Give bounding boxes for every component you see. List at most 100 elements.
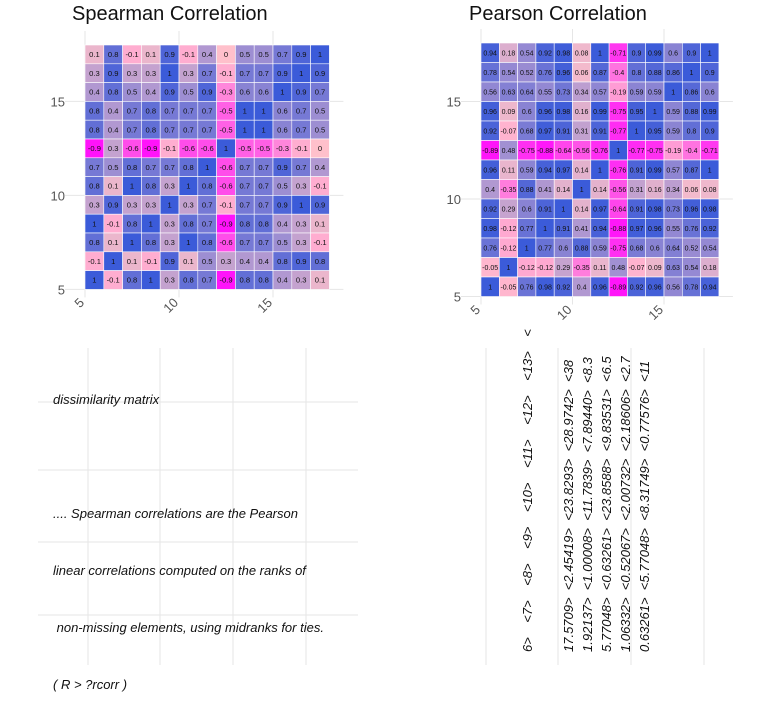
cell-label: 1 [543, 226, 547, 233]
cell-label: 0.88 [520, 187, 534, 194]
cell-label: 1 [580, 187, 584, 194]
cell-label: 0.56 [666, 284, 680, 291]
cell-label: 0.18 [703, 265, 717, 272]
cell-label: -0.1 [219, 201, 232, 210]
heatmap-cell [310, 270, 330, 290]
cell-label: 0.8 [146, 125, 157, 134]
cell-label: 0.8 [127, 163, 138, 172]
cell-label: -0.64 [555, 148, 571, 155]
cell-label: 1 [299, 69, 303, 78]
cell-label: 0.64 [666, 245, 680, 252]
cell-label: -0.75 [647, 148, 663, 155]
cell-label: 0.3 [164, 219, 175, 228]
cell-label: 0.3 [296, 219, 307, 228]
cell-label: 0.34 [575, 89, 589, 96]
cell-label: 0.41 [538, 187, 552, 194]
cell-label: 0.5 [315, 107, 326, 116]
y-tick-label: 15 [51, 94, 65, 109]
cell-label: 0.9 [315, 69, 326, 78]
cell-label: 0.9 [705, 70, 715, 77]
cell-label: 0.88 [575, 245, 589, 252]
cell-label: 0.8 [146, 182, 157, 191]
cell-label: 0.63 [502, 89, 516, 96]
cell-label: 0.92 [538, 50, 552, 57]
cell-label: 1 [186, 182, 190, 191]
x-tick-label: 10 [160, 295, 181, 316]
cell-label: 0.14 [593, 187, 607, 194]
cell-label: 0.6 [558, 245, 568, 252]
cell-label: 0.97 [538, 128, 552, 135]
cell-label: -0.1 [295, 144, 308, 153]
cell-label: 0.3 [164, 182, 175, 191]
cell-label: -0.6 [219, 163, 232, 172]
cell-label: 0.92 [703, 226, 717, 233]
cell-label: 0.8 [632, 70, 642, 77]
cell-label: 1 [689, 70, 693, 77]
cell-label: 0.7 [258, 201, 269, 210]
cell-label: 0.1 [108, 238, 119, 247]
vertical-text-line: 6> <7> <8> <9> <10> <11> <12> <13> < [520, 329, 535, 652]
cell-label: -0.76 [610, 167, 626, 174]
cell-label: 0.6 [277, 125, 288, 134]
y-tick-label: 10 [51, 188, 65, 203]
cell-label: -0.1 [313, 238, 326, 247]
cell-label: 0.73 [557, 89, 571, 96]
heatmap-cells: 0.1 0.8 -0.1 0.1 0.9 -0.1 0.4 0 0.5 0.5 0.7 0.9 1 0.3… [84, 44, 330, 290]
cell-label: 0.8 [277, 257, 288, 266]
cell-label: 0.87 [685, 167, 699, 174]
cell-label: 0.8 [240, 276, 251, 285]
cell-label: 0.57 [593, 89, 607, 96]
cell-label: 0.08 [703, 187, 717, 194]
cell-label: 0.91 [557, 226, 571, 233]
cell-label: 0.55 [538, 89, 552, 96]
cell-label: 0.94 [538, 167, 552, 174]
cell-label: 1 [130, 238, 134, 247]
cell-label: -0.89 [482, 148, 498, 155]
cell-label: 0.87 [593, 70, 607, 77]
cell-label: 0.7 [202, 107, 213, 116]
x-tick-labels: 5 10 15 [71, 295, 275, 316]
cell-label: 0.6 [705, 89, 715, 96]
cell-label: -0.9 [144, 144, 157, 153]
cell-label: 0.9 [277, 69, 288, 78]
cell-label: -0.75 [610, 109, 626, 116]
cell-label: 0.5 [108, 163, 119, 172]
cell-label: 1 [243, 107, 247, 116]
cell-label: 0.8 [108, 50, 119, 59]
cell-label: 0.78 [483, 70, 497, 77]
cell-label: 1 [167, 201, 171, 210]
cell-label: 0.9 [108, 201, 119, 210]
cell-label: 0.3 [221, 257, 232, 266]
cell-label: 0.6 [522, 109, 532, 116]
cell-label: -0.1 [88, 257, 101, 266]
cell-label: 0.29 [557, 265, 571, 272]
cell-label: -0.6 [219, 238, 232, 247]
cell-label: -0.19 [665, 148, 681, 155]
cell-label: 0.5 [240, 50, 251, 59]
cell-label: 0.8 [240, 219, 251, 228]
cell-label: 0.08 [575, 50, 589, 57]
cell-label: 0.91 [593, 128, 607, 135]
cell-label: 0.9 [277, 201, 288, 210]
cell-label: 0 [224, 50, 228, 59]
cell-label: 0.8 [89, 182, 100, 191]
cell-label: -0.1 [313, 182, 326, 191]
cell-label: 0.78 [685, 284, 699, 291]
cell-label: 1 [261, 107, 265, 116]
cell-label: 0.96 [538, 109, 552, 116]
cell-label: 0.86 [685, 89, 699, 96]
cell-label: 0.7 [202, 276, 213, 285]
cell-label: 0.09 [502, 109, 516, 116]
cell-label: 0.8 [146, 107, 157, 116]
cell-label: 0.68 [630, 245, 644, 252]
cell-label: 1 [506, 265, 510, 272]
cell-label: 0.99 [648, 167, 662, 174]
cell-label: 0.9 [632, 50, 642, 57]
cell-label: 0.54 [502, 70, 516, 77]
cell-label: 1 [186, 238, 190, 247]
cell-label: 0.92 [557, 284, 571, 291]
cell-label: 1 [671, 89, 675, 96]
note-line: dissimilarity matrix [53, 392, 160, 407]
cell-label: 0.55 [666, 226, 680, 233]
cell-label: 0.8 [146, 238, 157, 247]
